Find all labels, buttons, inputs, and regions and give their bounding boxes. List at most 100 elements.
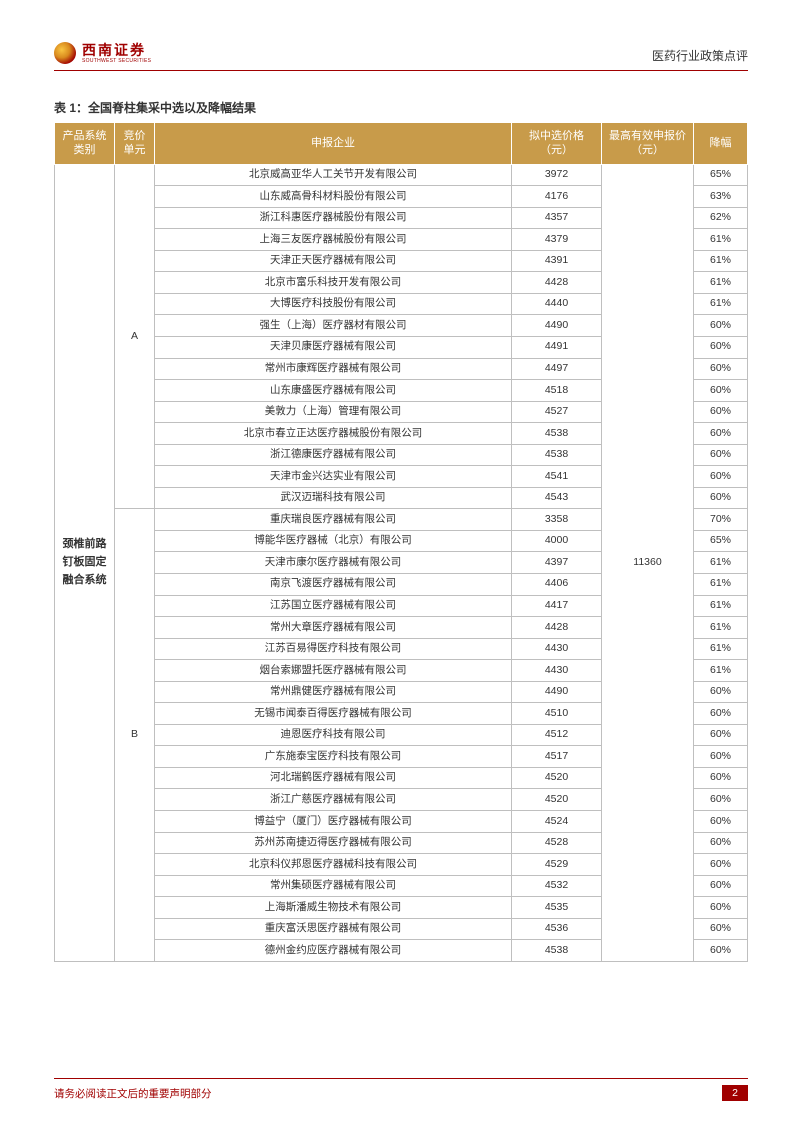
- drop-cell: 60%: [694, 401, 748, 423]
- page-footer: 请务必阅读正文后的重要声明部分 2: [54, 1078, 748, 1101]
- table-row: 颈椎前路钉板固定融合系统A北京威高亚华人工关节开发有限公司39721136065…: [55, 164, 748, 186]
- system-cell: 颈椎前路钉板固定融合系统: [55, 164, 115, 961]
- unit-cell: A: [115, 164, 155, 509]
- th-price: 拟中选价格（元）: [512, 123, 602, 165]
- company-cell: 南京飞渡医疗器械有限公司: [155, 573, 512, 595]
- price-cell: 4529: [512, 854, 602, 876]
- th-system: 产品系统类别: [55, 123, 115, 165]
- price-cell: 3972: [512, 164, 602, 186]
- footer-text: 请务必阅读正文后的重要声明部分: [54, 1086, 212, 1101]
- company-cell: 北京科仪邦恩医疗器械科技有限公司: [155, 854, 512, 876]
- price-cell: 4428: [512, 617, 602, 639]
- company-cell: 北京市春立正达医疗器械股份有限公司: [155, 423, 512, 445]
- company-cell: 天津市金兴达实业有限公司: [155, 466, 512, 488]
- logo-en: SOUTHWEST SECURITIES: [82, 59, 151, 64]
- company-cell: 常州集硕医疗器械有限公司: [155, 875, 512, 897]
- drop-cell: 60%: [694, 336, 748, 358]
- drop-cell: 61%: [694, 573, 748, 595]
- drop-cell: 60%: [694, 315, 748, 337]
- price-cell: 4176: [512, 186, 602, 208]
- unit-cell: B: [115, 509, 155, 961]
- price-cell: 4428: [512, 272, 602, 294]
- drop-cell: 60%: [694, 746, 748, 768]
- price-cell: 4538: [512, 423, 602, 445]
- drop-cell: 60%: [694, 703, 748, 725]
- drop-cell: 60%: [694, 380, 748, 402]
- price-cell: 4524: [512, 811, 602, 833]
- drop-cell: 61%: [694, 660, 748, 682]
- company-cell: 江苏国立医疗器械有限公司: [155, 595, 512, 617]
- company-cell: 常州大章医疗器械有限公司: [155, 617, 512, 639]
- company-cell: 德州金约应医疗器械有限公司: [155, 940, 512, 962]
- company-cell: 重庆富沃思医疗器械有限公司: [155, 918, 512, 940]
- price-cell: 4538: [512, 940, 602, 962]
- drop-cell: 60%: [694, 487, 748, 509]
- price-cell: 4397: [512, 552, 602, 574]
- price-cell: 4536: [512, 918, 602, 940]
- drop-cell: 60%: [694, 466, 748, 488]
- company-cell: 烟台索娜盟托医疗器械有限公司: [155, 660, 512, 682]
- drop-cell: 60%: [694, 875, 748, 897]
- price-cell: 4510: [512, 703, 602, 725]
- company-cell: 美敦力（上海）管理有限公司: [155, 401, 512, 423]
- price-cell: 4406: [512, 573, 602, 595]
- price-cell: 4520: [512, 767, 602, 789]
- document-title: 医药行业政策点评: [652, 47, 748, 64]
- company-cell: 天津贝康医疗器械有限公司: [155, 336, 512, 358]
- company-cell: 博益宁（厦门）医疗器械有限公司: [155, 811, 512, 833]
- company-cell: 大博医疗科技股份有限公司: [155, 293, 512, 315]
- drop-cell: 61%: [694, 272, 748, 294]
- price-cell: 4430: [512, 660, 602, 682]
- company-cell: 天津市康尔医疗器械有限公司: [155, 552, 512, 574]
- price-cell: 3358: [512, 509, 602, 531]
- price-cell: 4490: [512, 681, 602, 703]
- drop-cell: 60%: [694, 444, 748, 466]
- company-cell: 强生（上海）医疗器材有限公司: [155, 315, 512, 337]
- price-cell: 4532: [512, 875, 602, 897]
- company-cell: 浙江科惠医疗器械股份有限公司: [155, 207, 512, 229]
- price-cell: 4430: [512, 638, 602, 660]
- price-cell: 4535: [512, 897, 602, 919]
- th-max: 最高有效申报价（元）: [602, 123, 694, 165]
- price-cell: 4527: [512, 401, 602, 423]
- company-cell: 河北瑞鹤医疗器械有限公司: [155, 767, 512, 789]
- drop-cell: 60%: [694, 854, 748, 876]
- table-title: 表 1：全国脊柱集采中选以及降幅结果: [54, 99, 748, 116]
- drop-cell: 60%: [694, 918, 748, 940]
- company-cell: 江苏百易得医疗科技有限公司: [155, 638, 512, 660]
- drop-cell: 60%: [694, 897, 748, 919]
- drop-cell: 61%: [694, 250, 748, 272]
- drop-cell: 65%: [694, 530, 748, 552]
- price-cell: 4538: [512, 444, 602, 466]
- price-cell: 4357: [512, 207, 602, 229]
- max-price-cell: 11360: [602, 164, 694, 961]
- company-cell: 广东施泰宝医疗科技有限公司: [155, 746, 512, 768]
- drop-cell: 65%: [694, 164, 748, 186]
- company-cell: 迪恩医疗科技有限公司: [155, 724, 512, 746]
- th-unit: 竞价单元: [115, 123, 155, 165]
- company-cell: 天津正天医疗器械有限公司: [155, 250, 512, 272]
- price-cell: 4497: [512, 358, 602, 380]
- price-cell: 4517: [512, 746, 602, 768]
- logo-icon: [54, 42, 76, 64]
- price-cell: 4440: [512, 293, 602, 315]
- drop-cell: 60%: [694, 767, 748, 789]
- company-cell: 上海斯潘威生物技术有限公司: [155, 897, 512, 919]
- drop-cell: 60%: [694, 724, 748, 746]
- page-header: 西南证券 SOUTHWEST SECURITIES 医药行业政策点评: [54, 42, 748, 71]
- company-cell: 山东威高骨科材料股份有限公司: [155, 186, 512, 208]
- drop-cell: 61%: [694, 595, 748, 617]
- company-cell: 浙江广慈医疗器械有限公司: [155, 789, 512, 811]
- company-cell: 无锡市闻泰百得医疗器械有限公司: [155, 703, 512, 725]
- company-cell: 北京市富乐科技开发有限公司: [155, 272, 512, 294]
- company-cell: 常州鼎健医疗器械有限公司: [155, 681, 512, 703]
- price-cell: 4512: [512, 724, 602, 746]
- logo-cn: 西南证券: [82, 43, 151, 57]
- price-cell: 4490: [512, 315, 602, 337]
- drop-cell: 61%: [694, 229, 748, 251]
- price-cell: 4379: [512, 229, 602, 251]
- drop-cell: 60%: [694, 423, 748, 445]
- drop-cell: 60%: [694, 940, 748, 962]
- drop-cell: 60%: [694, 681, 748, 703]
- logo-block: 西南证券 SOUTHWEST SECURITIES: [54, 42, 151, 64]
